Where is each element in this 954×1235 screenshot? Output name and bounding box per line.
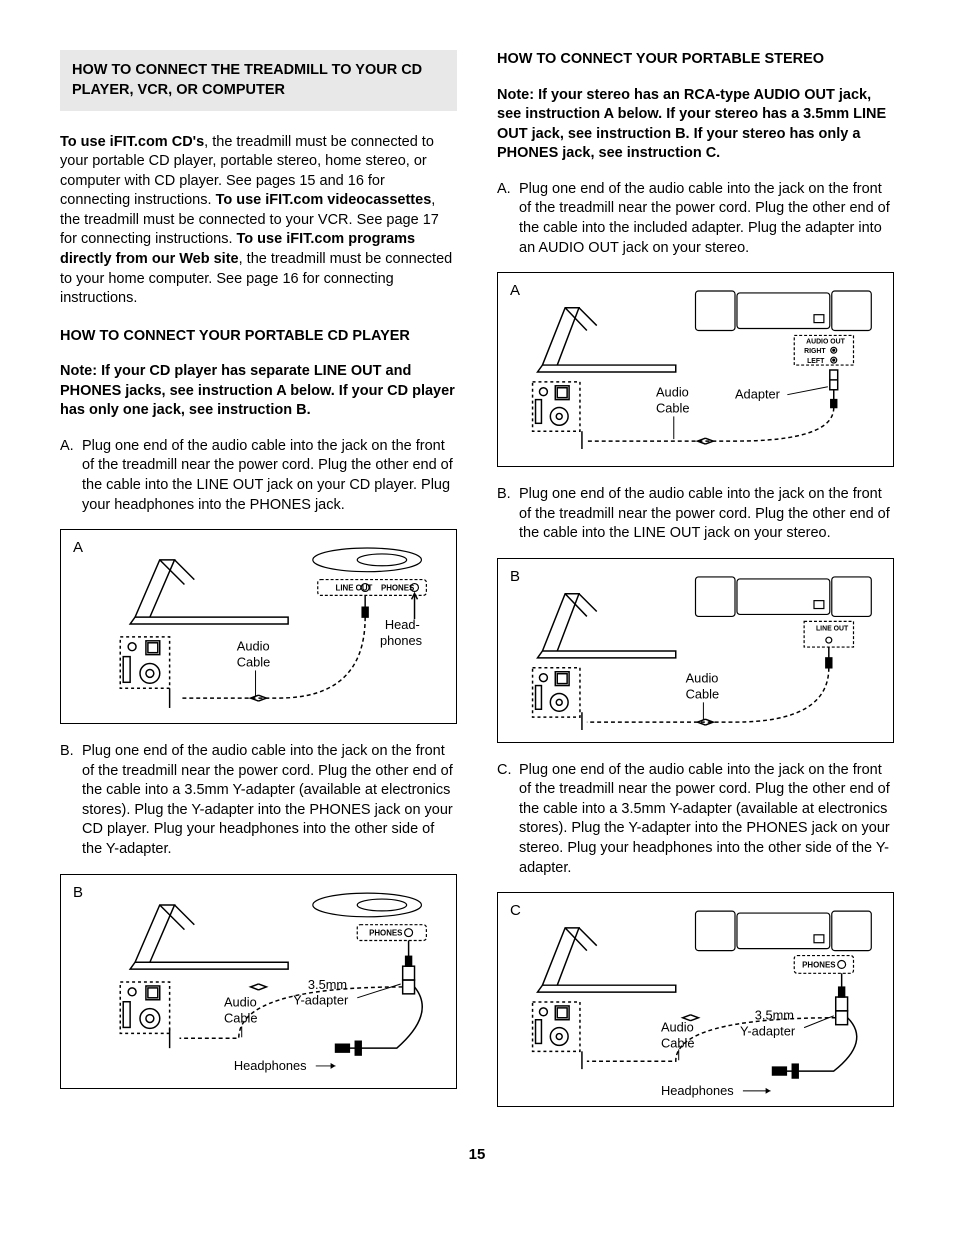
hp-lbl-rc: Headphones [661, 1083, 734, 1098]
item-b-label: B. [60, 742, 82, 859]
phones2-lbl: phones [380, 633, 422, 648]
head-lbl: Head- [385, 617, 420, 632]
item-ra: A. Plug one end of the audio cable into … [497, 180, 894, 258]
section-title-box: HOW TO CONNECT THE TREADMILL TO YOUR CD … [60, 50, 457, 111]
diagram-right-c: C [497, 892, 894, 1107]
cable-lbl-rc: Cable [661, 1036, 695, 1051]
audio-lbl-rb: Audio [686, 670, 719, 685]
heading-stereo: HOW TO CONNECT YOUR PORTABLE STEREO [497, 50, 894, 70]
phones-label-b: PHONES [369, 928, 402, 937]
cable-lbl-b: Cable [224, 1010, 258, 1025]
note-cd: Note: If your CD player has separate LIN… [60, 362, 457, 421]
item-rb-label: B. [497, 485, 519, 544]
cable-lbl-ra: Cable [656, 401, 690, 416]
audioout-lbl: AUDIO OUT [806, 338, 846, 345]
diagram-right-b: B [497, 558, 894, 743]
diagram-left-a: A [60, 529, 457, 724]
yad2-lbl-rc: Y-adapter [740, 1024, 796, 1039]
diagram-right-a: A [497, 272, 894, 467]
item-rc-text: Plug one end of the audio cable into the… [519, 761, 894, 878]
item-ra-text: Plug one end of the audio cable into the… [519, 180, 894, 258]
intro-bold-2: To use iFIT.com videocassettes [216, 192, 432, 208]
note-stereo: Note: If your stereo has an RCA-type AUD… [497, 86, 894, 164]
item-a: A. Plug one end of the audio cable into … [60, 437, 457, 515]
phones-label: PHONES [381, 584, 414, 593]
intro-paragraph: To use iFIT.com CD's, the treadmill must… [60, 133, 457, 309]
item-rc: C. Plug one end of the audio cable into … [497, 761, 894, 878]
intro-bold-1: To use iFIT.com CD's [60, 134, 204, 150]
item-rb: B. Plug one end of the audio cable into … [497, 485, 894, 544]
item-ra-label: A. [497, 180, 519, 258]
yad1-lbl: 3.5mm [308, 976, 347, 991]
item-rb-text: Plug one end of the audio cable into the… [519, 485, 894, 544]
right-column: HOW TO CONNECT YOUR PORTABLE STEREO Note… [497, 50, 894, 1125]
audio-lbl-rc: Audio [661, 1020, 694, 1035]
diagram-left-b: B PHONES [60, 874, 457, 1089]
audio-lbl: Audio [237, 639, 270, 654]
hp-lbl: Headphones [234, 1057, 307, 1072]
cable-lbl-rb: Cable [686, 686, 720, 701]
lineout-lbl-rb: LINE OUT [816, 625, 849, 632]
yad2-lbl: Y-adapter [293, 992, 349, 1007]
item-rc-label: C. [497, 761, 519, 878]
audio-lbl-ra: Audio [656, 385, 689, 400]
page-number: 15 [60, 1145, 894, 1165]
item-a-label: A. [60, 437, 82, 515]
audio-lbl-b: Audio [224, 994, 257, 1009]
left-column: HOW TO CONNECT THE TREADMILL TO YOUR CD … [60, 50, 457, 1125]
adapter-lbl: Adapter [735, 387, 781, 402]
item-b-text: Plug one end of the audio cable into the… [82, 742, 457, 859]
right-lbl: RIGHT [804, 348, 826, 355]
left-lbl: LEFT [807, 358, 825, 365]
cable-lbl: Cable [237, 655, 271, 670]
phones-lbl-rc: PHONES [802, 961, 835, 970]
heading-cd-player: HOW TO CONNECT YOUR PORTABLE CD PLAYER [60, 327, 457, 347]
item-a-text: Plug one end of the audio cable into the… [82, 437, 457, 515]
yad1-lbl-rc: 3.5mm [755, 1008, 794, 1023]
item-b: B. Plug one end of the audio cable into … [60, 742, 457, 859]
